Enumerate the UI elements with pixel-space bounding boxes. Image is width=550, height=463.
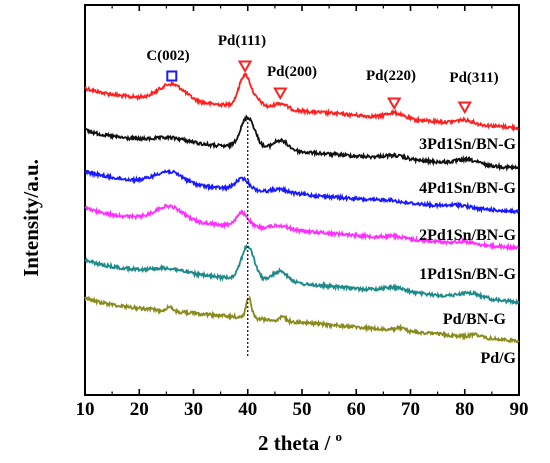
x-tick-label: 30 — [184, 399, 203, 420]
series-line — [84, 243, 520, 306]
x-tick-label: 40 — [238, 399, 257, 420]
series-line — [84, 203, 519, 252]
peak-marker-triangle — [273, 87, 288, 100]
x-tick-label: 60 — [347, 399, 366, 420]
x-axis-label: 2 theta / o — [258, 429, 342, 455]
peak-annotations: C(002) Pd(111)Pd(200) Pd(220) Pd(311) — [146, 33, 499, 114]
series-label: Pd/G — [480, 350, 516, 367]
series-label: 4Pd1Sn/BN-G — [419, 180, 516, 197]
peak-label: Pd(200) — [267, 64, 317, 80]
y-axis-label: Intensity/a.u. — [19, 159, 43, 277]
series-label: 1Pd1Sn/BN-G — [419, 266, 516, 283]
series-line — [84, 168, 520, 215]
peak-marker-triangle — [457, 101, 472, 114]
series-labels: 3Pd1Sn/BN-G 4Pd1Sn/BN-G 2Pd1Sn/BN-G 1Pd1Sn/… — [419, 136, 516, 367]
x-axis-label-unit: o — [336, 429, 343, 444]
peak-label: Pd(111) — [218, 33, 266, 49]
series-label: 2Pd1Sn/BN-G — [419, 227, 516, 244]
y-axis: Intensity/a.u. — [19, 159, 43, 277]
x-tick-label: 50 — [293, 399, 312, 420]
svg-text:2 theta / o: 2 theta / o — [258, 429, 342, 455]
peak-marker-square — [166, 70, 178, 82]
x-axis: 10 20 30 40 50 60 70 80 90 — [76, 5, 529, 420]
series-line — [84, 295, 520, 344]
peak-marker-triangle — [237, 60, 253, 73]
series-line — [84, 72, 519, 133]
series-label: Pd/BN-G — [443, 311, 507, 328]
x-tick-label: 20 — [130, 399, 149, 420]
x-tick-label: 80 — [455, 399, 474, 420]
x-tick-label: 10 — [76, 399, 95, 420]
peak-label: C(002) — [146, 48, 189, 64]
series-label: 3Pd1Sn/BN-G — [419, 136, 516, 153]
peak-label: Pd(220) — [366, 68, 416, 84]
peak-marker-triangle — [386, 97, 402, 110]
x-tick-label: 90 — [510, 399, 529, 420]
series-line — [84, 114, 520, 172]
peak-label: Pd(311) — [449, 70, 498, 86]
x-tick-label: 70 — [401, 399, 420, 420]
x-axis-label-text: 2 theta / — [258, 431, 336, 455]
